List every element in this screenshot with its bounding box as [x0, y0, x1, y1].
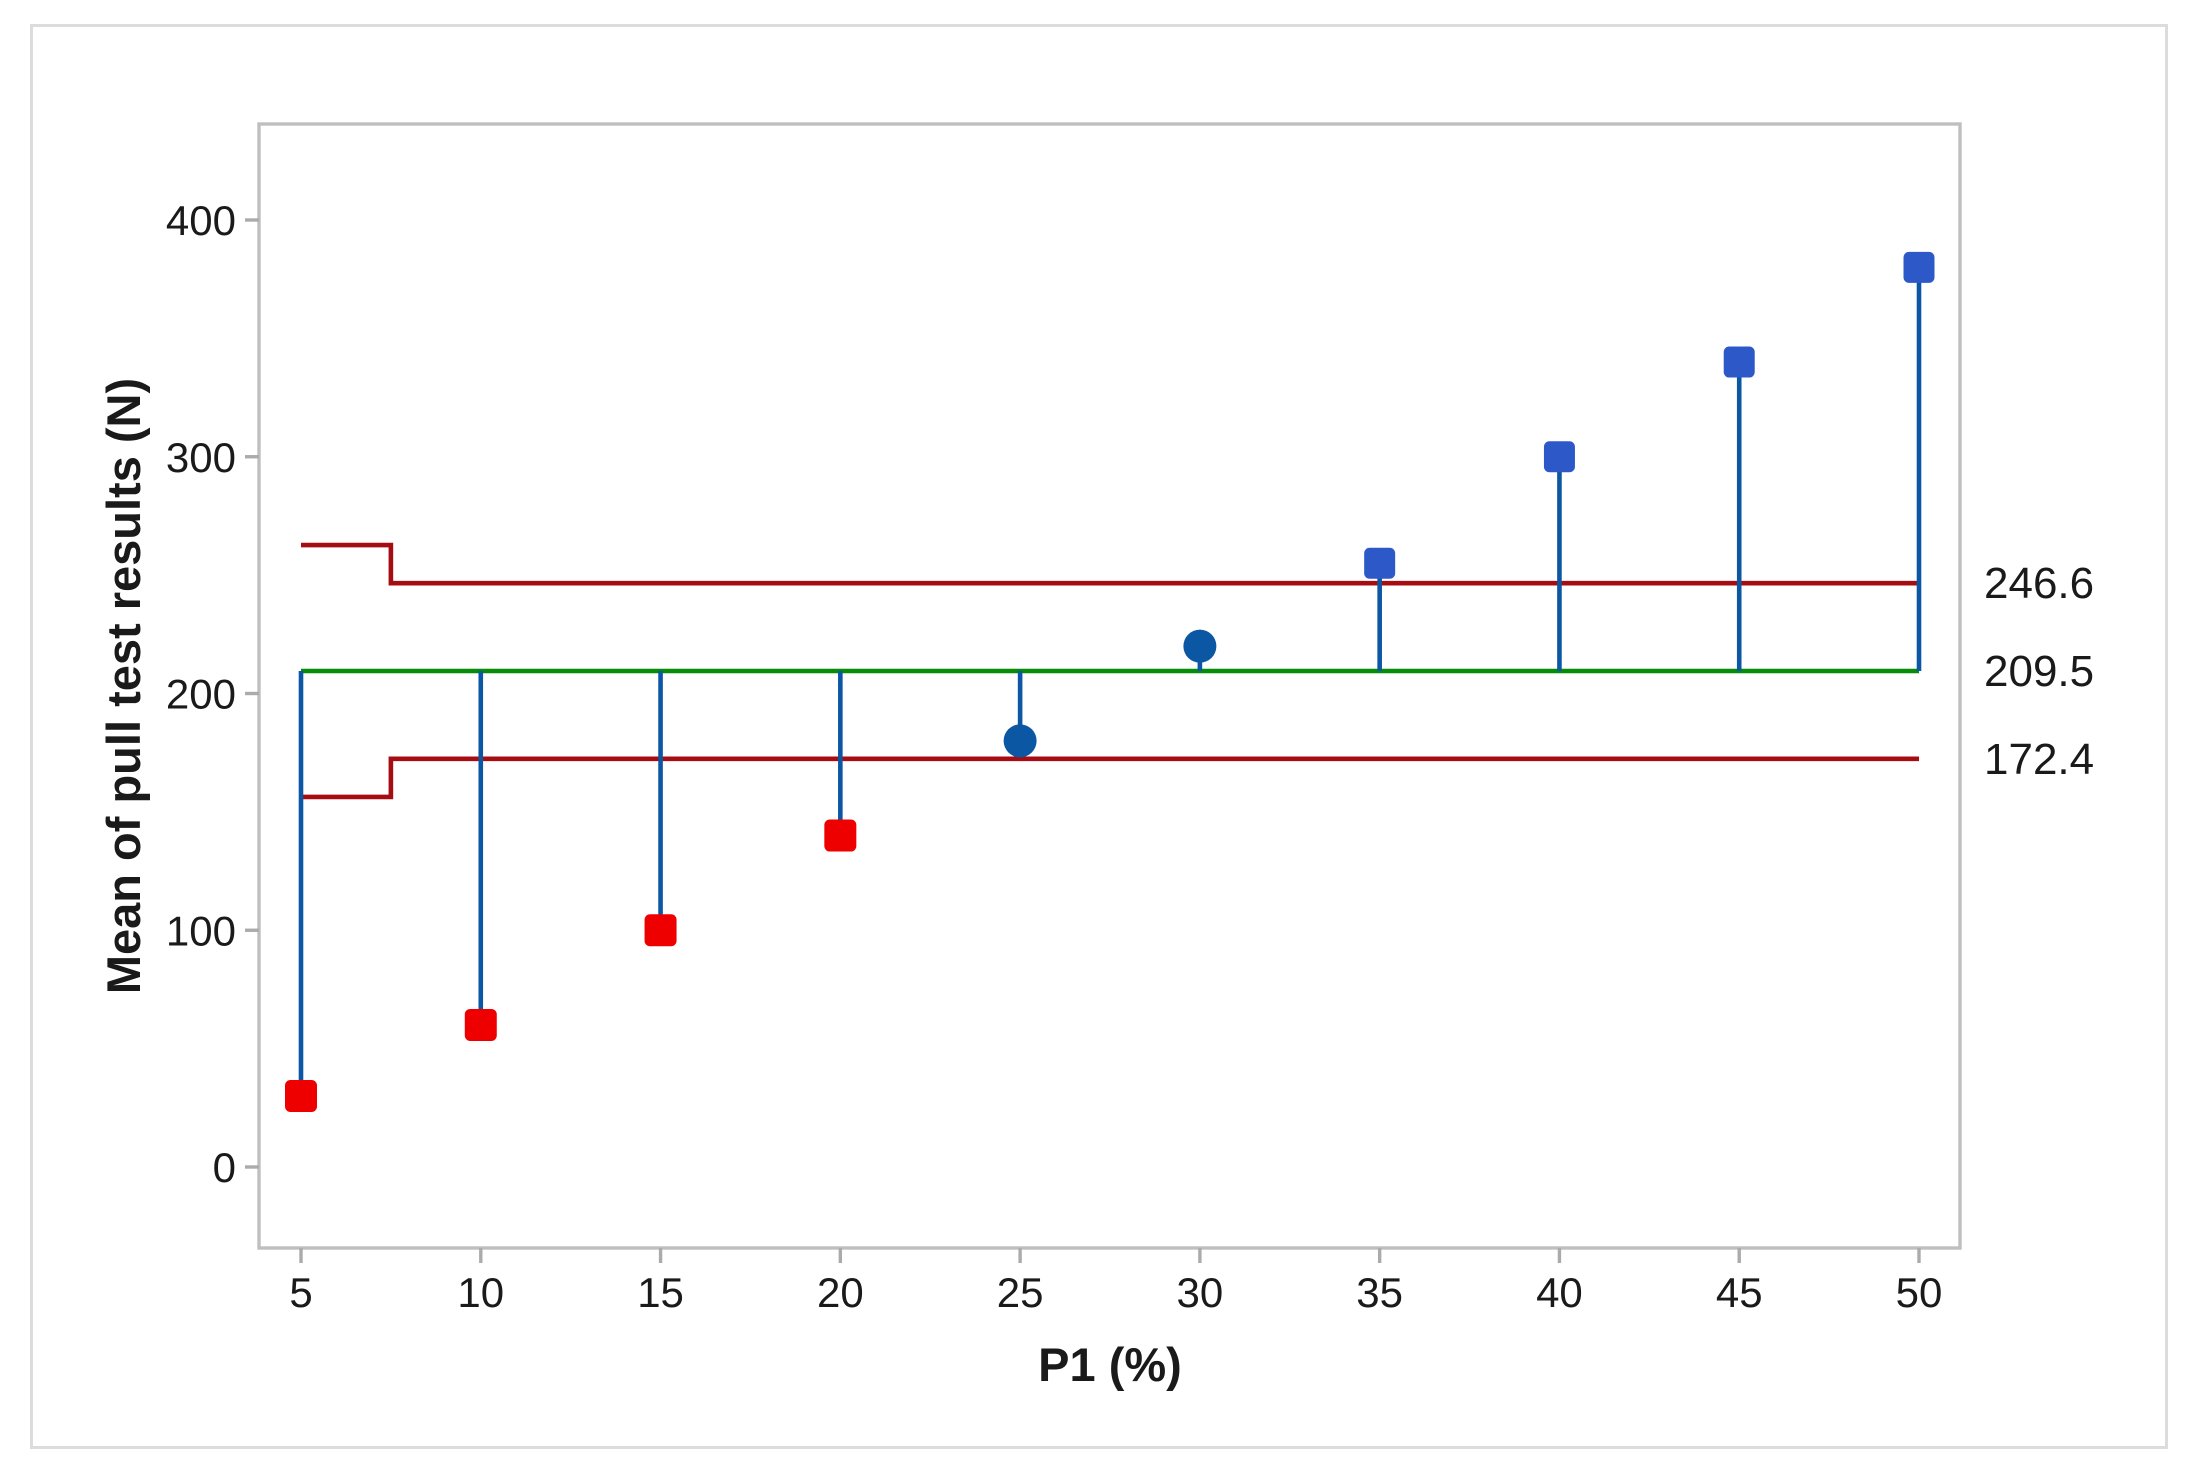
plot-area — [257, 122, 1962, 1250]
stem-lines — [298, 267, 1922, 1096]
y-axis-title: Mean of pull test results (N) — [97, 378, 150, 994]
x-tick-label: 50 — [1896, 1269, 1943, 1316]
x-tick-label: 40 — [1536, 1269, 1583, 1316]
y-tick-label: 200 — [166, 671, 236, 718]
lower-decision-limit-line — [301, 756, 1919, 800]
outer-frame — [30, 24, 2168, 1449]
x-axis-title: P1 (%) — [1038, 1338, 1182, 1391]
x-axis-ticks: 5 10 15 20 25 30 35 40 45 50 — [289, 1248, 1942, 1316]
y-tick-label: 0 — [213, 1144, 236, 1191]
x-tick-label: 45 — [1716, 1269, 1763, 1316]
data-point-square-marker-below — [824, 819, 857, 852]
upper-decision-limit-line — [301, 542, 1919, 586]
data-point-markers — [285, 251, 1935, 1112]
y-tick-label: 400 — [166, 197, 236, 244]
x-tick-label: 30 — [1177, 1269, 1224, 1316]
data-point-circle-marker — [1183, 629, 1217, 663]
x-tick-label: 10 — [457, 1269, 504, 1316]
data-point-square-marker-above — [1543, 441, 1575, 473]
reference-value-label: 172.4 — [1984, 735, 2094, 784]
y-tick-label: 300 — [166, 434, 236, 481]
y-tick-label: 100 — [166, 907, 236, 954]
reference-value-label: 246.6 — [1984, 559, 2094, 608]
data-point-square-marker-above — [1364, 547, 1396, 579]
data-point-square-marker-above — [1903, 251, 1935, 283]
data-point-square-marker-below — [285, 1079, 317, 1112]
data-point-square-marker-above — [1723, 346, 1755, 378]
reference-line-value-labels: 246.6 209.5 172.4 — [1984, 559, 2094, 784]
x-tick-label: 15 — [637, 1269, 684, 1316]
x-tick-label: 35 — [1356, 1269, 1403, 1316]
y-axis-ticks: 0 100 200 300 400 — [166, 197, 259, 1191]
decision-limit-lines — [301, 542, 1919, 800]
data-point-square-marker-below — [644, 914, 677, 947]
reference-value-label: 209.5 — [1984, 647, 2094, 696]
x-tick-label: 25 — [997, 1269, 1044, 1316]
data-point-circle-marker — [1003, 724, 1037, 758]
data-point-square-marker-below — [464, 1008, 497, 1041]
x-tick-label: 5 — [289, 1269, 312, 1316]
x-tick-label: 20 — [817, 1269, 864, 1316]
